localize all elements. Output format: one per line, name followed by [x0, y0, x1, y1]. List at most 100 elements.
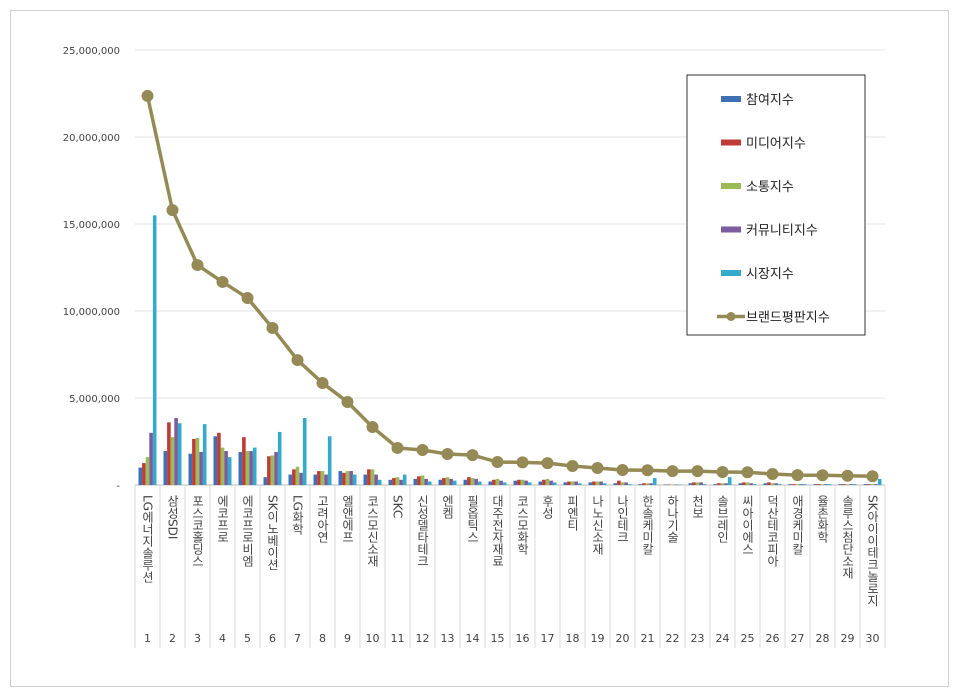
bar-커뮤니티지수: [449, 478, 453, 485]
brand-reputation-point: [291, 354, 304, 367]
bar-참여지수: [238, 451, 243, 485]
legend-label: 참여지수: [746, 93, 794, 108]
bar-참여지수: [163, 451, 168, 485]
bar-시장지수: [752, 484, 757, 485]
brand-reputation-point: [216, 275, 229, 288]
bar-미디어지수: [342, 472, 346, 485]
bar-참여지수: [538, 481, 543, 485]
bar-참여지수: [138, 467, 143, 485]
rank-label: 7: [294, 632, 301, 645]
brand-reputation-point: [516, 456, 529, 469]
bar-시장지수: [577, 483, 582, 485]
bar-소통지수: [295, 466, 300, 485]
rank-label: 5: [244, 632, 251, 645]
brand-reputation-point: [491, 456, 504, 469]
bar-미디어지수: [567, 481, 571, 485]
bar-커뮤니티지수: [799, 484, 803, 485]
category-label: 에코프로: [216, 495, 230, 543]
rank-label: 3: [194, 632, 201, 645]
category-label: 한솔케미칼: [641, 495, 655, 555]
bar-시장지수: [852, 484, 857, 485]
bar-시장지수: [627, 484, 632, 485]
bar-커뮤니티지수: [324, 474, 328, 485]
bar-시장지수: [827, 484, 832, 485]
bar-시장지수: [377, 479, 382, 485]
bar-참여지수: [613, 483, 618, 485]
bar-시장지수: [527, 482, 532, 485]
category-label: 고려아연: [316, 495, 330, 543]
bar-소통지수: [220, 447, 225, 485]
bar-참여지수: [713, 484, 718, 485]
brand-reputation-point: [741, 466, 754, 479]
bar-시장지수: [327, 436, 332, 485]
bar-커뮤니티지수: [399, 479, 403, 485]
bar-커뮤니티지수: [624, 482, 628, 485]
bar-소통지수: [770, 483, 775, 485]
legend-swatch: [721, 270, 741, 276]
rank-label: 9: [344, 632, 351, 645]
bar-소통지수: [420, 475, 425, 485]
bar-참여지수: [838, 484, 843, 485]
bar-커뮤니티지수: [524, 480, 528, 485]
bar-미디어지수: [242, 437, 246, 485]
bar-참여지수: [388, 479, 393, 485]
bar-미디어지수: [642, 483, 646, 485]
category-label: 에코프로비엠: [241, 495, 255, 567]
legend-swatch: [721, 96, 741, 102]
brand-reputation-point: [716, 465, 729, 478]
bar-미디어지수: [617, 480, 621, 485]
bar-미디어지수: [842, 484, 846, 485]
category-label: 나인테크: [616, 495, 630, 543]
bar-참여지수: [813, 484, 818, 485]
bar-참여지수: [438, 479, 443, 485]
bar-미디어지수: [717, 483, 721, 485]
rank-label: 24: [716, 632, 730, 645]
bar-소통지수: [845, 484, 850, 485]
bar-소통지수: [520, 479, 525, 485]
rank-label: 6: [269, 632, 276, 645]
category-label: 코스모화학: [516, 495, 530, 555]
bar-참여지수: [213, 436, 218, 485]
bar-미디어지수: [542, 479, 546, 485]
bar-커뮤니티지수: [749, 483, 753, 485]
bar-미디어지수: [217, 432, 221, 485]
bar-시장지수: [252, 447, 257, 485]
bar-소통지수: [645, 483, 650, 485]
bar-커뮤니티지수: [774, 483, 778, 485]
bar-시장지수: [777, 484, 782, 485]
category-label: 솔루스첨단소재: [841, 495, 855, 579]
bar-커뮤니티지수: [199, 451, 203, 485]
brand-reputation-point: [441, 448, 454, 461]
rank-label: 2: [169, 632, 176, 645]
bar-소통지수: [170, 437, 175, 485]
bar-소통지수: [245, 451, 250, 485]
bar-미디어지수: [742, 482, 746, 485]
rank-label: 27: [791, 632, 805, 645]
bar-커뮤니티지수: [299, 472, 303, 485]
bar-소통지수: [145, 457, 150, 485]
bar-커뮤니티지수: [499, 480, 503, 485]
bar-소통지수: [320, 471, 325, 485]
bar-참여지수: [463, 479, 468, 485]
rank-label: 14: [466, 632, 480, 645]
bar-시장지수: [477, 481, 482, 485]
brand-reputation-point: [616, 464, 629, 477]
bar-참여지수: [413, 478, 418, 485]
category-label: 피엔티: [566, 495, 580, 531]
brand-reputation-point: [391, 441, 404, 454]
bar-참여지수: [563, 482, 568, 485]
bar-소통지수: [470, 478, 475, 485]
bar-미디어지수: [817, 484, 821, 485]
brand-reputation-point: [866, 470, 879, 483]
bar-커뮤니티지수: [674, 484, 678, 485]
bar-미디어지수: [267, 456, 271, 485]
bar-참여지수: [363, 474, 368, 485]
rank-label: 12: [416, 632, 430, 645]
bar-커뮤니티지수: [174, 418, 178, 485]
y-tick-label: 20,000,000: [63, 133, 120, 144]
category-label: 코스모신소재: [366, 495, 380, 567]
category-label: 하나기술: [666, 495, 680, 543]
bar-소통지수: [595, 481, 600, 485]
